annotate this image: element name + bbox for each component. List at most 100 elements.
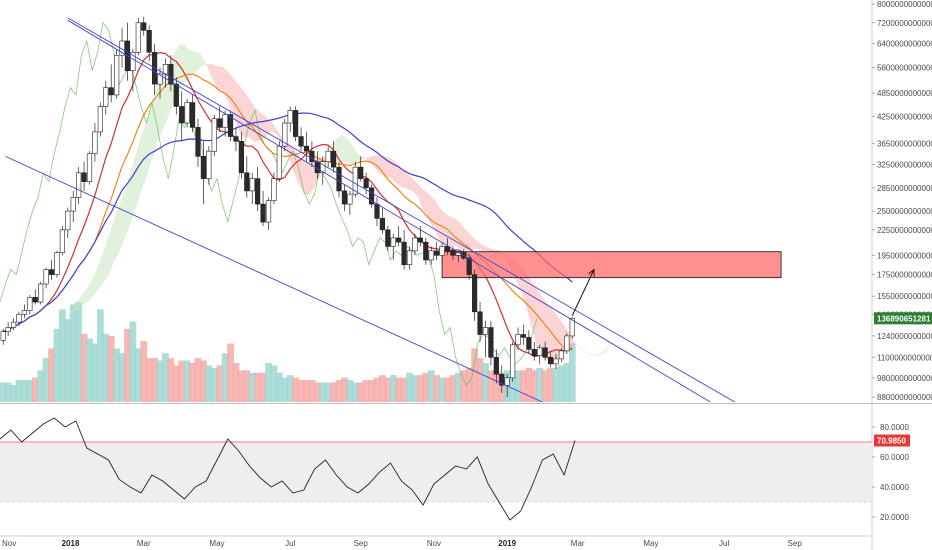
candle-body [255,178,261,205]
candle-body [477,311,483,335]
candle-body [330,150,337,168]
candle [509,341,516,382]
candle [238,131,244,179]
volume-bar [178,360,186,402]
candle-body [227,114,234,137]
candle [526,330,532,355]
volume-bar [48,348,55,402]
volume-bar [303,380,310,402]
candle [385,225,391,251]
rsi-line [0,417,576,521]
volume-bar [292,377,300,402]
candle [542,341,548,361]
candle [493,349,499,384]
candle-body [189,102,196,128]
volume-bar [26,380,34,402]
candle-body [5,327,11,332]
candle [141,16,147,36]
price-tick-label: 11000000000000 [877,353,932,362]
candle [558,347,565,363]
volume-bar [58,309,66,402]
price-tick-label: 15500000000000 [877,292,932,301]
volume-bar [270,365,278,402]
candle [531,341,537,361]
volume-bar [411,375,419,402]
candle-body [412,237,418,252]
candle-body [423,241,429,261]
candle [249,172,255,205]
candle-body [553,358,559,365]
volume-bar [297,380,305,402]
rsi-band [0,442,872,502]
candle [195,118,201,168]
candle [27,295,33,315]
candle-body [358,166,364,179]
candle-body [276,145,282,179]
price-tick-label: 36500000000000 [877,140,932,149]
candle-body [173,83,179,107]
volume-bar [449,375,457,402]
candle [135,17,141,56]
candle [260,190,266,226]
candle-body [38,283,44,303]
cloud-bullish [38,44,608,357]
candle-body [179,106,185,124]
candle-body [352,166,358,195]
volume-bar [379,375,386,402]
candle-body [363,178,369,189]
candle [390,233,396,260]
price-tick-label: 64000000000000 [877,40,932,49]
price-tick-label: 12400000000000 [877,332,932,341]
volume-bar [416,375,424,402]
projection-arrow-line [571,269,595,316]
volume-bar [15,380,23,402]
volume-bar [118,353,126,402]
candle-body [265,200,272,223]
candle-body [54,252,60,275]
volume-bar [389,375,397,402]
volume-bar [536,367,544,402]
volume-bar [200,360,207,402]
candle-body [320,161,326,174]
rsi-tick-label: 20.0000 [880,513,909,522]
candle [65,207,71,238]
x-tick-label: Mar [137,539,151,548]
volume-bar [286,375,294,402]
candle-body [309,150,315,162]
volume-bar [275,372,283,402]
candle-body [195,127,201,157]
candle [21,304,28,319]
rsi-tick-label: 60.0000 [880,453,909,462]
volume-bar [433,375,441,402]
price-plot-area [0,16,782,402]
candle-body [157,73,163,85]
candle [444,237,451,256]
current-price-label: 136890651281 [877,314,931,323]
candle-body [504,377,510,386]
candle [488,320,494,366]
candle [515,327,521,350]
candle-body [86,153,93,182]
candle [108,64,114,103]
price-tick-label: 19500000000000 [877,251,932,260]
candle [374,197,380,226]
candle-body [368,187,375,205]
volume-bar [237,370,245,402]
candle-body [146,30,152,53]
candle-body [520,334,527,338]
volume-bar [80,333,88,402]
candle-body [547,356,554,365]
volume-bar [243,370,251,402]
candle-body [293,110,299,137]
price-tick-label: 17500000000000 [877,271,932,280]
candle [179,91,185,142]
candle-body [509,344,516,379]
volume-bar [134,348,142,402]
candle-body [141,22,147,31]
candle-body [531,349,537,356]
candle [222,110,228,137]
candle-body [249,178,255,192]
candle-body [569,318,575,337]
volume-bar [221,353,229,402]
candle-body [48,269,55,275]
